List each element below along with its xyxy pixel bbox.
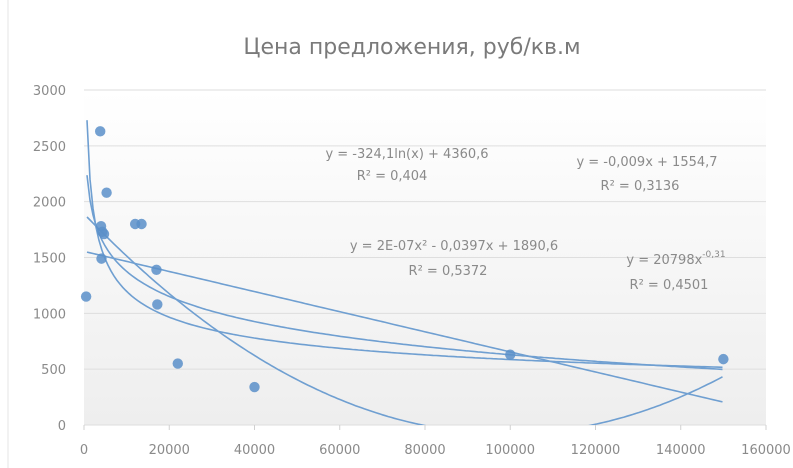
x-tick-label: 60000 (319, 443, 360, 458)
x-tick-label: 80000 (404, 443, 445, 458)
data-point (136, 218, 147, 230)
data-point (96, 253, 107, 264)
trendline-poly2 (86, 216, 723, 425)
trend-label-power-base: y = 20798x (626, 253, 702, 268)
y-axis-ticks: 0 500 1000 1500 2000 2500 3000 (33, 84, 66, 434)
data-point (94, 126, 106, 137)
data-point (249, 381, 260, 393)
trend-labels: y = -324,1ln(x) + 4360,6 R² = 0,404 y = … (325, 147, 725, 293)
x-tick-label: 20000 (149, 443, 190, 458)
trend-label-log-equation: y = -324,1ln(x) + 4360,6 (325, 147, 488, 162)
trendline-linear (86, 251, 723, 403)
x-tick-label: 120000 (571, 443, 621, 458)
data-point (98, 228, 110, 240)
x-tick-label: 100000 (485, 443, 535, 458)
y-tick-label: 1500 (33, 252, 66, 267)
trend-label-log-r2: R² = 0,404 (357, 169, 428, 184)
data-point (80, 291, 92, 302)
y-tick-label: 2500 (33, 140, 66, 155)
y-tick-label: 1000 (33, 307, 66, 322)
trendline-power (86, 120, 723, 369)
y-tick-label: 2000 (33, 196, 66, 211)
x-axis-ticks: 0 20000 40000 60000 80000 100000 120000 140000 1… (80, 425, 791, 458)
data-point (101, 187, 112, 198)
trend-label-linear-r2: R² = 0,3136 (601, 179, 680, 194)
x-tick-label: 140000 (656, 443, 706, 458)
x-tick-label: 0 (80, 443, 88, 458)
trendlines (86, 120, 723, 425)
data-points (80, 126, 729, 393)
data-point (172, 358, 183, 369)
trend-label-poly-equation: y = 2E-07x² - 0,0397x + 1890,6 (350, 239, 558, 254)
trend-label-poly-r2: R² = 0,5372 (409, 264, 488, 279)
y-tick-label: 500 (41, 363, 66, 378)
x-tick-label: 40000 (234, 443, 275, 458)
x-tick-label: 160000 (741, 443, 791, 458)
trend-label-power-exponent: -0,31 (702, 250, 725, 260)
trendline-log (86, 175, 723, 371)
y-tick-label: 0 (58, 419, 66, 434)
data-point (151, 264, 162, 275)
data-point (505, 349, 516, 360)
data-point (152, 299, 163, 310)
y-tick-label: 3000 (33, 84, 66, 99)
trend-label-power-r2: R² = 0,4501 (630, 278, 709, 293)
trend-label-power-equation: y = 20798x-0,31 (626, 250, 725, 268)
data-point (718, 353, 729, 365)
trend-label-linear-equation: y = -0,009x + 1554,7 (576, 155, 717, 170)
chart-title: Цена предложения, руб/кв.м (243, 35, 580, 60)
